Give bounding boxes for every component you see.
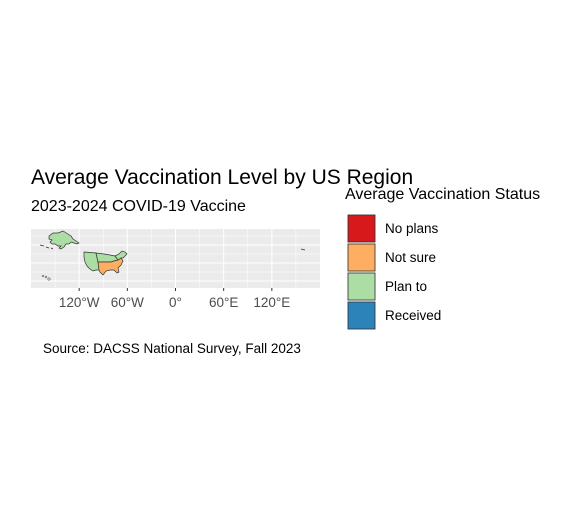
region-alaska — [39, 230, 80, 250]
legend-swatch — [347, 243, 376, 272]
hawaii-island — [44, 275, 48, 279]
hawaii-island — [47, 277, 51, 281]
legend-label: Received — [385, 308, 441, 323]
legend-label: Not sure — [385, 250, 436, 265]
map-caption: Source: DACSS National Survey, Fall 2023 — [43, 341, 301, 356]
map-gridlines — [31, 229, 320, 288]
x-tick-label: 0° — [169, 295, 182, 310]
region-south — [97, 257, 124, 276]
region-northeast — [114, 250, 128, 261]
x-tick-label: 120°E — [253, 295, 290, 310]
legend-title: Average Vaccination Status — [345, 186, 541, 203]
legend-swatch — [347, 272, 376, 301]
x-tick-label: 60°W — [111, 295, 144, 310]
legend-label: Plan to — [385, 279, 427, 294]
map-title: Average Vaccination Level by US Region — [31, 166, 414, 189]
legend-label: No plans — [385, 221, 439, 236]
x-tick-label: 120°W — [59, 295, 100, 310]
pacific-islands — [300, 248, 306, 251]
legend: No plans Not sure Plan to Received — [347, 214, 441, 330]
aleutian-islands — [39, 244, 54, 250]
region-hawaii — [41, 274, 51, 281]
map-subtitle: 2023-2024 COVID-19 Vaccine — [31, 198, 246, 215]
alaska-shape — [48, 230, 80, 250]
legend-swatch — [347, 214, 376, 243]
legend-swatch — [347, 301, 376, 330]
x-tick-label: 60°E — [209, 295, 238, 310]
x-axis: 120°W 60°W 0° 60°E 120°E — [59, 288, 290, 310]
hawaii-island — [41, 274, 45, 278]
